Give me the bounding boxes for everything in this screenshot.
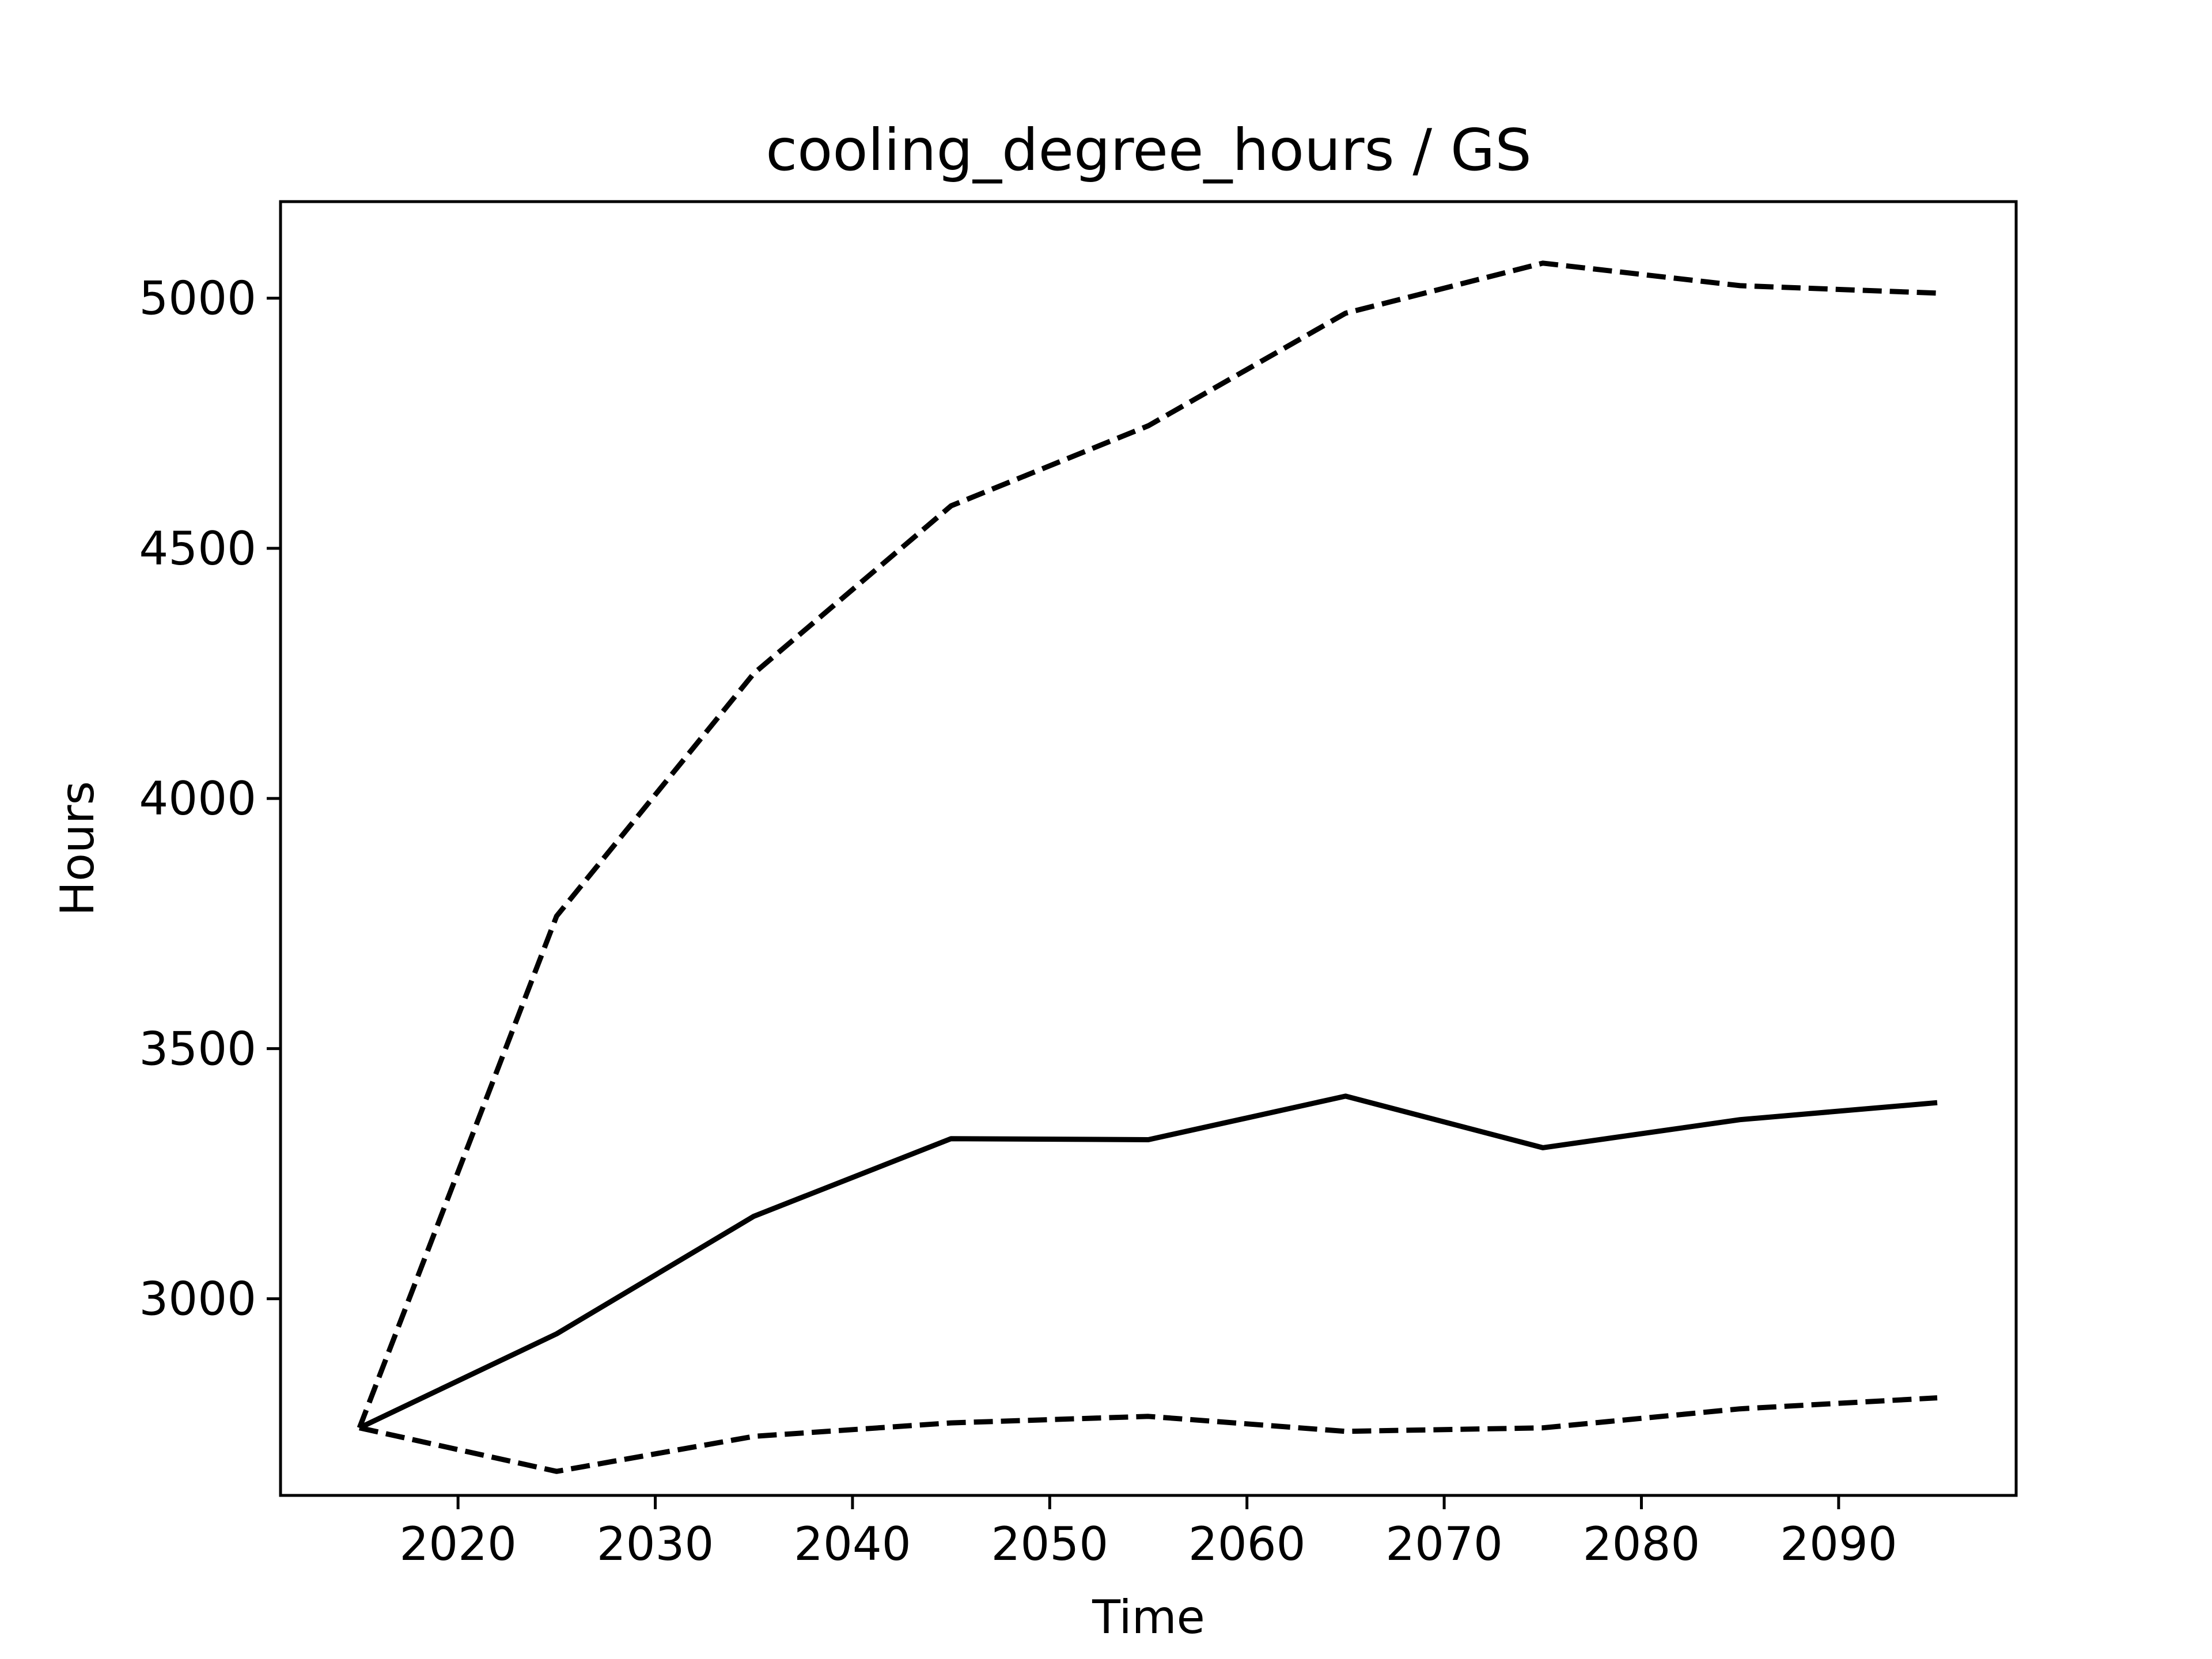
series-line-1	[358, 1093, 1938, 1430]
y-tick-label-4: 5000	[139, 272, 256, 325]
x-tick-label-3: 2050	[991, 1517, 1109, 1571]
chart-title: cooling_degree_hours / GS	[766, 116, 1532, 184]
x-tick-label-5: 2070	[1385, 1517, 1503, 1571]
x-axis-label: Time	[1092, 1590, 1205, 1644]
series-layer	[357, 260, 1938, 1474]
series-line-0	[357, 260, 1938, 1429]
y-axis: 3000 3500 4000 4500 5000	[139, 272, 281, 1326]
x-tick-label-1: 2030	[597, 1517, 714, 1571]
y-tick-label-0: 3000	[139, 1272, 256, 1326]
x-tick-label-2: 2040	[794, 1517, 911, 1571]
x-tick-label-0: 2020	[399, 1517, 517, 1571]
x-tick-label-7: 2090	[1780, 1517, 1897, 1571]
plot-frame	[279, 200, 2018, 1497]
y-tick-label-2: 4000	[139, 772, 256, 825]
x-tick-label-6: 2080	[1583, 1517, 1700, 1571]
x-axis: 2020 2030 2040 2050 2060 2070 2080 2090	[399, 1495, 1897, 1571]
x-tick-label-4: 2060	[1188, 1517, 1306, 1571]
y-axis-label: Hours	[51, 781, 104, 916]
series-line-2	[359, 1395, 1938, 1474]
plot-area	[279, 200, 2018, 1497]
y-tick-label-1: 3500	[139, 1022, 256, 1075]
y-tick-label-3: 4500	[139, 522, 256, 575]
